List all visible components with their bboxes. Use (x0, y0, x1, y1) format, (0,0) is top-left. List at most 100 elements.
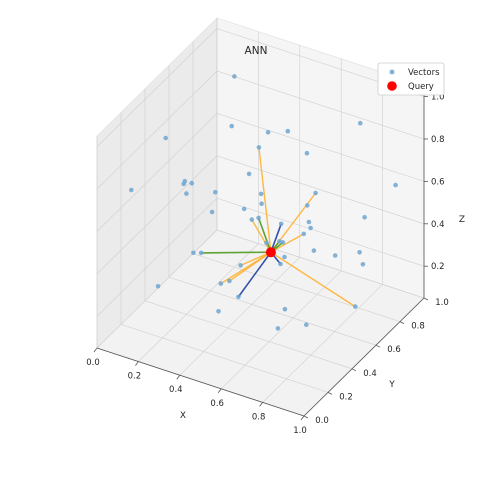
x-tick-1 (135, 361, 139, 366)
vector-point-13 (304, 150, 310, 156)
vector-point-35 (353, 304, 358, 309)
y-tick-label-5: 1.0 (435, 298, 449, 308)
grid-line-z-2 (96, 113, 425, 232)
neighbor-link-13 (237, 251, 272, 298)
vector-point-8 (249, 217, 255, 222)
vector-point-26 (275, 326, 281, 331)
y-tick-label-4: 0.8 (411, 322, 425, 332)
vector-point-31 (227, 278, 232, 284)
vector-point-29 (282, 306, 288, 312)
y-tick-4 (399, 321, 405, 324)
vector-point-0 (213, 189, 218, 195)
vector-point-21 (357, 250, 362, 255)
vector-point-36 (155, 284, 161, 289)
vector-point-2 (184, 191, 189, 196)
vector-point-24 (189, 180, 195, 186)
vector-point-37 (264, 240, 269, 246)
z-tick-label-1: 0.4 (431, 220, 445, 230)
grid-line-z-0 (96, 197, 425, 317)
grid-line-y-2 (144, 88, 353, 370)
vector-point-10 (241, 206, 247, 212)
y-tick-3 (375, 344, 381, 348)
y-tick-2 (351, 368, 357, 372)
vector-point-23 (332, 253, 338, 258)
vector-point-22 (216, 309, 221, 314)
vector-point-41 (278, 261, 283, 267)
x-tick-0 (93, 347, 98, 353)
z-tick-label-2: 0.6 (431, 177, 445, 187)
x-tick-2 (176, 374, 181, 380)
x-tick-label-5: 1.0 (293, 426, 307, 436)
vector-point-44 (362, 215, 367, 220)
vector-point-15 (259, 201, 264, 206)
vector-point-19 (360, 262, 366, 267)
x-tick-4 (259, 402, 263, 407)
vector-point-42 (301, 231, 307, 237)
chart-title: ANN (245, 45, 268, 57)
neighbor-link-15 (270, 223, 282, 253)
y-tick-0 (303, 415, 309, 419)
vector-point-6 (129, 187, 134, 193)
legend-query-marker (387, 81, 397, 91)
grid-line-y-5 (216, 18, 425, 299)
vector-point-27 (265, 130, 271, 135)
x-tick-3 (217, 388, 222, 394)
vector-point-11 (198, 250, 204, 256)
vector-point-34 (304, 322, 309, 328)
grid-line-z-1 (96, 155, 425, 275)
vector-point-12 (282, 254, 287, 260)
grid-line-z-4 (96, 28, 425, 147)
neighbor-link-6 (270, 233, 305, 253)
neighbor-link-9 (201, 251, 271, 254)
x-tick-label-4: 0.8 (252, 412, 266, 422)
z-tick-label-3: 0.8 (431, 135, 445, 145)
vector-point-25 (232, 74, 237, 79)
y-tick-5 (423, 297, 429, 301)
vector-point-5 (229, 123, 234, 129)
vector-point-18 (308, 225, 313, 231)
vector-point-20 (305, 203, 310, 208)
vector-point-14 (278, 221, 284, 227)
vector-point-45 (246, 171, 252, 177)
z-tick-label-0: 0.2 (431, 262, 445, 272)
vector-point-28 (256, 145, 262, 150)
vector-point-48 (306, 219, 312, 225)
vector-point-46 (285, 128, 291, 134)
y-tick-label-0: 0.0 (315, 416, 329, 426)
grid-line-y-1 (120, 112, 329, 393)
vector-point-39 (280, 240, 286, 245)
y-tick-label-3: 0.6 (387, 345, 401, 355)
axis-ticks: 0.0 0.2 0.4 0.6 0.8 1.0 0.0 0.2 0.4 0.6 0.8 1.0 0.2 0… (86, 86, 449, 436)
vector-points (129, 74, 398, 331)
y-tick-1 (327, 392, 333, 395)
grid-line-z-3 (96, 70, 425, 190)
vector-point-32 (313, 190, 318, 196)
vector-point-4 (258, 191, 264, 197)
legend-vectors-marker (389, 69, 395, 75)
vector-point-17 (358, 120, 363, 126)
vector-point-49 (236, 294, 241, 300)
z-axis-label: Z (459, 215, 465, 225)
y-tick-label-2: 0.4 (363, 369, 377, 379)
neighbor-link-3 (240, 251, 272, 267)
y-axis-line (303, 297, 425, 417)
legend-query-label: Query (408, 82, 434, 92)
x-tick-label-2: 0.4 (169, 385, 183, 395)
x-axis-line (96, 347, 305, 417)
vector-point-43 (256, 215, 261, 221)
x-tick-label-3: 0.6 (210, 399, 224, 409)
vector-point-47 (163, 135, 168, 141)
x-tick-label-0: 0.0 (86, 358, 100, 368)
neighbor-link-5 (258, 147, 272, 253)
axis-labels: X Y Z (180, 215, 465, 421)
query-point (265, 247, 276, 258)
x-axis-label: X (180, 411, 186, 421)
x-tick-label-1: 0.2 (128, 372, 142, 382)
vector-point-40 (238, 263, 243, 268)
x-tick-5 (300, 415, 305, 421)
vector-point-7 (182, 178, 188, 184)
legend-vectors-label: Vectors (408, 68, 440, 78)
vector-point-3 (209, 209, 215, 215)
legend: Vectors Query (377, 62, 445, 96)
